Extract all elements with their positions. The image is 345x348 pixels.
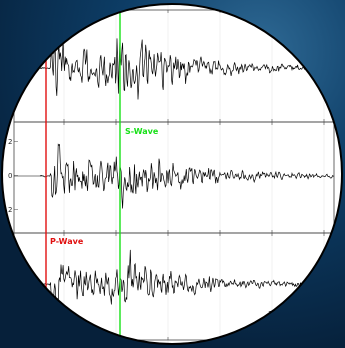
magnifier-rim bbox=[1, 3, 343, 345]
p-wave-label: P-Wave bbox=[50, 237, 84, 246]
seismogram-trace-2 bbox=[39, 143, 335, 209]
s-wave-label: S-Wave bbox=[125, 127, 159, 136]
seismogram-trace-3 bbox=[40, 249, 335, 314]
traces bbox=[14, 38, 335, 314]
y-tick-label: 2 bbox=[8, 138, 12, 146]
seismogram-trace-1 bbox=[39, 38, 334, 100]
y-tick-label: 0 bbox=[8, 172, 12, 180]
y-tick-label: 2 bbox=[8, 206, 12, 214]
